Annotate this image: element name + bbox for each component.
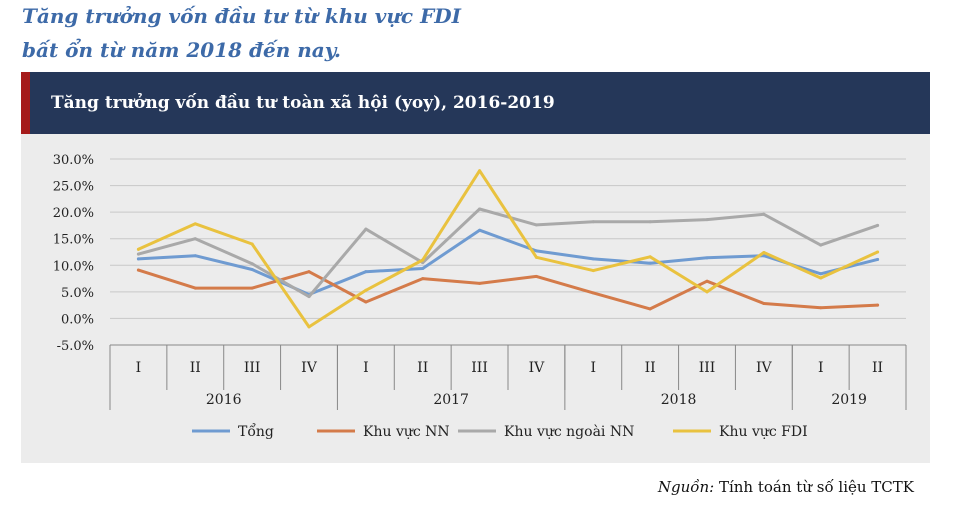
headline-line-2: bất ổn từ năm 2018 đến nay. bbox=[22, 38, 341, 62]
data-point bbox=[876, 257, 880, 261]
data-point bbox=[250, 262, 254, 266]
data-point bbox=[478, 281, 482, 285]
data-point bbox=[534, 274, 538, 278]
headline-line-1: Tăng trưởng vốn đầu tư từ khu vực FDI bbox=[22, 4, 461, 28]
quarter-label: III bbox=[471, 360, 488, 376]
data-point bbox=[307, 295, 311, 299]
data-point bbox=[705, 218, 709, 222]
y-tick-label: 20.0% bbox=[53, 206, 94, 221]
data-point bbox=[478, 228, 482, 232]
data-point bbox=[193, 237, 197, 241]
quarter-label: I bbox=[136, 360, 142, 376]
data-point bbox=[591, 220, 595, 224]
data-point bbox=[819, 306, 823, 310]
y-tick-label: 30.0% bbox=[53, 153, 94, 168]
series-line bbox=[136, 228, 880, 296]
data-point bbox=[648, 307, 652, 311]
y-tick-label: 5.0% bbox=[61, 286, 94, 301]
year-label: 2019 bbox=[831, 392, 867, 408]
quarter-label: IV bbox=[756, 360, 773, 376]
data-point bbox=[876, 303, 880, 307]
legend-label: Khu vực NN bbox=[363, 424, 450, 440]
data-point bbox=[136, 252, 140, 256]
title-accent-stripe bbox=[21, 72, 30, 134]
y-tick-label: -5.0% bbox=[57, 339, 94, 354]
data-point bbox=[876, 250, 880, 254]
data-point bbox=[478, 207, 482, 211]
data-point bbox=[648, 261, 652, 265]
quarter-label: I bbox=[591, 360, 597, 376]
data-point bbox=[591, 269, 595, 273]
data-point bbox=[819, 276, 823, 280]
data-point bbox=[591, 291, 595, 295]
data-point bbox=[307, 270, 311, 274]
data-point bbox=[250, 286, 254, 290]
legend-label: Tổng bbox=[238, 422, 274, 440]
data-point bbox=[421, 258, 425, 262]
quarter-label: II bbox=[645, 360, 656, 376]
data-point bbox=[250, 242, 254, 246]
series-line bbox=[136, 207, 880, 299]
quarter-label: II bbox=[190, 360, 201, 376]
data-point bbox=[648, 220, 652, 224]
data-point bbox=[364, 300, 368, 304]
source-label: Nguồn: bbox=[657, 478, 715, 496]
quarter-label: II bbox=[417, 360, 428, 376]
data-point bbox=[136, 268, 140, 272]
source-note: Nguồn: Tính toán từ số liệu TCTK bbox=[658, 478, 914, 496]
quarter-label: I bbox=[818, 360, 824, 376]
chart-panel: Tăng trưởng vốn đầu tư toàn xã hội (yoy)… bbox=[21, 72, 930, 463]
quarter-label: IV bbox=[529, 360, 546, 376]
data-point bbox=[421, 277, 425, 281]
quarter-label: II bbox=[872, 360, 883, 376]
data-point bbox=[819, 243, 823, 247]
year-label: 2017 bbox=[433, 392, 469, 408]
series-line bbox=[136, 169, 880, 329]
y-tick-label: 25.0% bbox=[53, 180, 94, 195]
chart-title: Tăng trưởng vốn đầu tư toàn xã hội (yoy)… bbox=[51, 93, 555, 113]
data-point bbox=[705, 290, 709, 294]
data-point bbox=[193, 254, 197, 258]
quarter-label: III bbox=[244, 360, 261, 376]
data-point bbox=[819, 272, 823, 276]
legend-label: Khu vực ngoài NN bbox=[504, 423, 634, 440]
data-point bbox=[534, 249, 538, 253]
source-text: Tính toán từ số liệu TCTK bbox=[714, 478, 914, 496]
series-line bbox=[136, 268, 880, 311]
data-point bbox=[364, 288, 368, 292]
data-point bbox=[534, 255, 538, 259]
data-point bbox=[762, 212, 766, 216]
data-point bbox=[193, 286, 197, 290]
data-point bbox=[648, 255, 652, 259]
legend-label: Khu vực FDI bbox=[719, 424, 808, 440]
line-chart: 30.0%25.0%20.0%15.0%10.0%5.0%0.0%-5.0%I I… bbox=[53, 153, 907, 440]
data-point bbox=[136, 257, 140, 261]
data-point bbox=[478, 169, 482, 173]
data-point bbox=[705, 279, 709, 283]
data-point bbox=[364, 227, 368, 231]
quarter-label: III bbox=[699, 360, 716, 376]
data-point bbox=[762, 251, 766, 255]
chart-title-bar: Tăng trưởng vốn đầu tư toàn xã hội (yoy)… bbox=[21, 72, 930, 134]
year-label: 2018 bbox=[661, 392, 697, 408]
data-point bbox=[250, 268, 254, 272]
year-label: 2016 bbox=[206, 392, 242, 408]
data-point bbox=[364, 270, 368, 274]
data-point bbox=[421, 266, 425, 270]
quarter-label: IV bbox=[301, 360, 318, 376]
data-point bbox=[762, 302, 766, 306]
data-point bbox=[705, 256, 709, 260]
y-tick-label: 0.0% bbox=[61, 312, 94, 327]
data-point bbox=[591, 257, 595, 261]
data-point bbox=[136, 247, 140, 251]
data-point bbox=[876, 223, 880, 227]
data-point bbox=[762, 254, 766, 258]
y-tick-label: 15.0% bbox=[53, 233, 94, 248]
y-tick-label: 10.0% bbox=[53, 259, 94, 274]
data-point bbox=[193, 222, 197, 226]
quarter-label: I bbox=[363, 360, 369, 376]
data-point bbox=[534, 223, 538, 227]
data-point bbox=[307, 325, 311, 329]
